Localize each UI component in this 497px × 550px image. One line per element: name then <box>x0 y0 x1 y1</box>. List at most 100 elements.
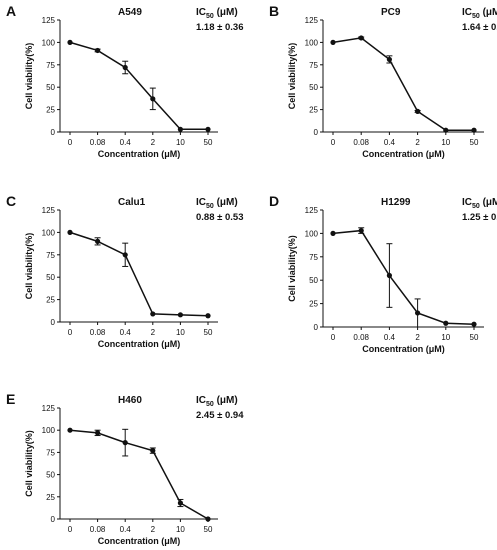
ic50-value: 2.45 ± 0.94 <box>196 410 244 421</box>
x-axis-title: Concentration (μM) <box>362 344 445 354</box>
y-tick-label: 125 <box>42 404 56 413</box>
data-point <box>150 448 156 454</box>
y-tick-label: 50 <box>46 471 55 480</box>
series-line <box>69 231 209 317</box>
y-tick-label: 125 <box>305 16 319 25</box>
x-tick-label: 0.4 <box>384 138 396 147</box>
x-tick-label: 10 <box>441 138 450 147</box>
panel-letter: E <box>6 391 15 407</box>
data-point <box>471 127 477 133</box>
chart-panel-c: C Calu1 IC50 (μM)0.88 ± 0.5302550751001250… <box>6 193 243 349</box>
y-tick-label: 50 <box>309 276 318 285</box>
panel-letter: D <box>269 193 279 209</box>
x-tick-label: 0 <box>331 333 336 342</box>
cell-line-name: H1299 <box>381 197 411 208</box>
data-point <box>330 39 336 46</box>
x-tick-label: 0.08 <box>90 525 106 534</box>
y-tick-label: 25 <box>309 300 318 309</box>
cell-line-name: Calu1 <box>118 197 146 208</box>
x-tick-label: 0.08 <box>353 138 369 147</box>
y-tick-label: 0 <box>51 515 56 524</box>
panel-letter: C <box>6 193 16 209</box>
ic50-label: IC50 (μM) <box>462 7 497 20</box>
y-tick-label: 0 <box>51 318 56 327</box>
x-tick-label: 0.08 <box>90 138 106 147</box>
data-point <box>471 321 477 327</box>
y-tick-label: 75 <box>46 448 55 457</box>
y-tick-label: 100 <box>305 229 319 238</box>
y-tick-label: 100 <box>305 38 319 47</box>
x-tick-label: 50 <box>204 138 213 147</box>
x-tick-label: 2 <box>151 328 156 337</box>
data-point <box>443 127 449 133</box>
data-point <box>122 440 128 446</box>
series-line <box>332 37 474 131</box>
y-tick-label: 25 <box>46 106 55 115</box>
data-point <box>95 238 101 244</box>
x-tick-label: 0.08 <box>353 333 369 342</box>
data-point <box>330 230 336 236</box>
data-point <box>415 108 421 114</box>
ic50-value: 0.88 ± 0.53 <box>196 212 243 223</box>
y-axis-title: Cell viability(%) <box>24 43 34 110</box>
x-tick-label: 50 <box>204 328 213 337</box>
data-point <box>122 64 128 71</box>
data-point <box>443 320 449 326</box>
data-point <box>358 35 364 41</box>
data-point <box>205 313 211 319</box>
x-tick-label: 0.4 <box>120 138 132 147</box>
series-line <box>69 41 208 131</box>
data-point <box>150 96 156 102</box>
x-tick-label: 2 <box>151 138 156 147</box>
ic50-label: IC50 (μM) <box>196 395 238 408</box>
y-tick-label: 25 <box>46 296 55 305</box>
x-tick-label: 10 <box>176 138 185 147</box>
x-tick-label: 0 <box>68 328 73 337</box>
y-tick-label: 25 <box>46 493 55 502</box>
series-line <box>332 229 475 325</box>
x-tick-label: 0.4 <box>120 525 132 534</box>
data-point <box>177 500 183 506</box>
x-tick-label: 10 <box>176 525 185 534</box>
y-tick-label: 100 <box>42 426 56 435</box>
y-axis-title: Cell viability(%) <box>287 43 297 110</box>
y-tick-label: 25 <box>309 106 318 115</box>
data-point <box>95 430 101 436</box>
y-axis-title: Cell viability(%) <box>24 233 34 300</box>
ic50-label: IC50 (μM) <box>196 197 238 210</box>
data-point <box>386 272 392 279</box>
data-point <box>67 427 73 433</box>
data-point <box>177 126 183 132</box>
chart-panel-b: B PC9 IC50 (μM) 1.64 ± 0.08 0 25 50 75 100 125 0 0.… <box>269 3 497 159</box>
chart-panel-e: E H460 IC50 (μM) 2.45 ± 0.94 0 25 50 75 100 125 0 0… <box>6 391 244 546</box>
x-tick-label: 0.4 <box>120 328 132 337</box>
data-point <box>67 39 73 46</box>
y-tick-label: 0 <box>314 128 319 137</box>
ic50-label: IC50 (μM) <box>196 7 238 20</box>
x-tick-label: 2 <box>151 525 156 534</box>
y-tick-label: 100 <box>42 38 56 47</box>
panel-letter: B <box>269 3 279 19</box>
y-tick-label: 50 <box>46 83 55 92</box>
y-tick-label: 75 <box>309 253 318 262</box>
x-tick-label: 0 <box>68 138 73 147</box>
x-tick-label: 50 <box>470 138 479 147</box>
data-point <box>205 126 211 132</box>
ic50-label: IC50 (μM) <box>462 197 497 210</box>
y-tick-label: 125 <box>42 16 56 25</box>
chart-panel-a: A A549 IC50 (μM) 1.18 ± 0.36 0 25 50 75 100 125 0 0… <box>6 3 243 159</box>
x-tick-label: 50 <box>204 525 213 534</box>
data-point <box>415 310 421 316</box>
cell-line-name: A549 <box>118 7 142 18</box>
series-line <box>69 429 209 520</box>
y-tick-label: 0 <box>314 323 319 332</box>
ic50-value: 1.64 ± 0.08 <box>462 22 497 33</box>
y-tick-label: 125 <box>305 206 319 215</box>
ic50-value: 1.18 ± 0.36 <box>196 22 243 33</box>
y-tick-label: 100 <box>42 228 56 237</box>
cell-line-name: H460 <box>118 395 142 406</box>
data-point <box>95 47 101 54</box>
x-axis-title: Concentration (μM) <box>362 149 445 159</box>
